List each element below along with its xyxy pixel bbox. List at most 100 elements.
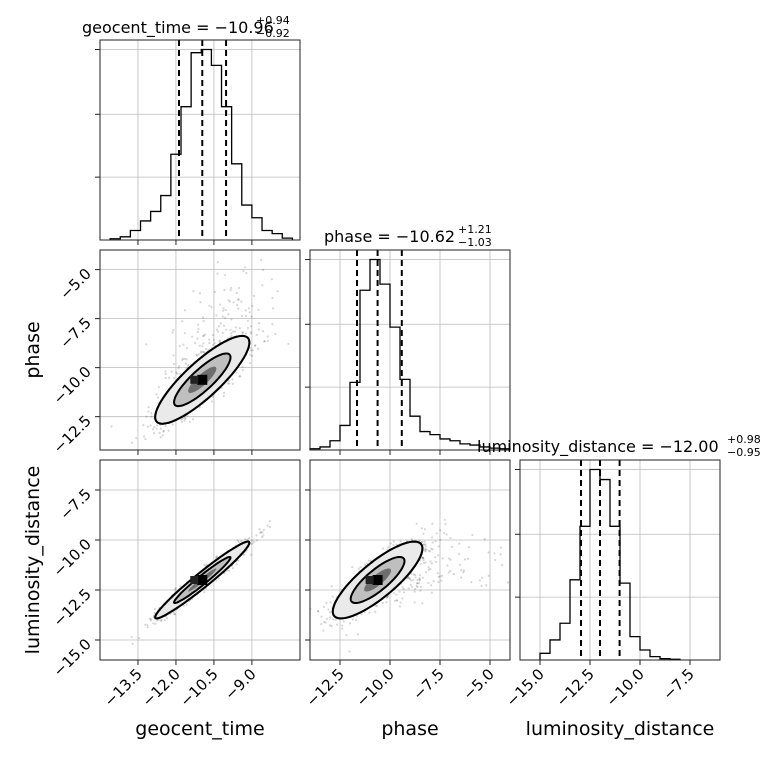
sample-point: [235, 292, 238, 295]
sample-point: [172, 354, 175, 357]
sample-point: [208, 341, 211, 345]
sample-point: [174, 587, 177, 590]
panel-luminosity-distance-vs-phase-peak: [365, 576, 374, 584]
sample-point: [241, 331, 244, 334]
sample-point: [445, 533, 448, 536]
hist-luminosity-distance-step: [539, 468, 681, 660]
sample-point: [512, 505, 514, 507]
sample-point: [463, 558, 467, 561]
sample-point: [156, 424, 159, 427]
sample-point: [215, 314, 218, 317]
sample-point: [324, 621, 327, 624]
sample-point: [228, 382, 231, 385]
sample-point: [480, 576, 484, 579]
sample-point: [131, 441, 134, 444]
sample-point: [162, 430, 165, 433]
sample-point: [227, 313, 230, 316]
title-phase-minus: −1.03: [458, 236, 492, 249]
x-axis-label-geocent-time: geocent_time: [135, 718, 264, 740]
sample-point: [205, 563, 208, 566]
sample-point: [420, 527, 424, 530]
sample-point: [249, 332, 253, 335]
sample-point: [402, 591, 406, 594]
sample-point: [262, 528, 265, 531]
sample-point: [160, 619, 163, 622]
sample-point: [414, 576, 417, 579]
sample-point: [260, 258, 263, 262]
sample-point: [172, 377, 176, 380]
sample-point: [219, 322, 222, 325]
sample-point: [153, 612, 156, 615]
sample-point: [203, 333, 206, 336]
sample-point: [144, 623, 147, 626]
sample-point: [369, 559, 372, 562]
sample-point: [240, 300, 243, 303]
sample-point: [418, 582, 421, 585]
sample-point: [319, 622, 323, 626]
sample-point: [393, 599, 397, 603]
sample-point: [242, 269, 245, 273]
sample-point: [179, 585, 182, 588]
sample-point: [389, 542, 392, 545]
sample-point: [323, 620, 326, 624]
sample-point: [354, 618, 358, 622]
sample-point: [246, 538, 249, 541]
sample-point: [328, 624, 332, 627]
sample-point: [215, 579, 218, 582]
sample-point: [196, 330, 200, 334]
sample-point: [422, 543, 425, 546]
hist-geocent-time-frame: [99, 39, 301, 241]
sample-point: [197, 353, 200, 356]
sample-point: [276, 290, 279, 293]
sample-point: [356, 633, 360, 636]
sample-point: [246, 319, 250, 322]
sample-point: [146, 425, 149, 428]
sample-point: [148, 617, 151, 620]
sample-point: [470, 581, 473, 584]
sample-point: [201, 350, 205, 354]
sample-point: [406, 576, 410, 579]
sample-point: [244, 332, 248, 335]
sample-point: [149, 424, 152, 427]
sample-point: [416, 578, 419, 581]
panel-phase-vs-geocent-time-peak: [197, 374, 208, 385]
sample-point: [500, 563, 504, 567]
sample-point: [198, 344, 201, 347]
sample-point: [110, 425, 113, 428]
panel-luminosity-distance-vs-phase-xtick-label: −10.0: [353, 665, 398, 710]
sample-point: [215, 328, 219, 331]
sample-point: [386, 595, 390, 598]
panel-luminosity-distance-vs-geocent-time-frame: [99, 459, 301, 661]
sample-point: [334, 618, 337, 621]
sample-point: [233, 330, 237, 333]
sample-point: [263, 340, 266, 343]
panel-phase-vs-geocent-time-samples: [110, 250, 290, 444]
sample-point: [229, 328, 232, 331]
sample-point: [348, 650, 351, 653]
sample-point: [421, 576, 424, 579]
sample-point: [158, 431, 161, 434]
sample-point: [415, 522, 418, 525]
sample-point: [152, 622, 155, 625]
sample-point: [325, 617, 328, 620]
sample-point: [266, 524, 269, 527]
sample-point: [161, 434, 164, 437]
sample-point: [458, 542, 461, 545]
panel-luminosity-distance-vs-geocent-time-xtick-label: −12.0: [139, 665, 184, 710]
sample-point: [457, 553, 460, 556]
sample-point: [427, 549, 430, 552]
sample-point: [177, 365, 181, 368]
sample-point: [184, 362, 188, 365]
title-geocent-time-minus: −0.92: [256, 27, 290, 40]
sample-point: [419, 589, 422, 592]
sample-point: [396, 599, 399, 602]
sample-point: [244, 314, 247, 318]
sample-point: [452, 572, 455, 576]
sample-point: [271, 307, 275, 310]
sample-point: [131, 642, 134, 645]
sample-point: [427, 568, 430, 572]
sample-point: [260, 535, 264, 538]
sample-point: [224, 316, 227, 319]
sample-point: [437, 575, 440, 579]
sample-point: [238, 375, 241, 378]
